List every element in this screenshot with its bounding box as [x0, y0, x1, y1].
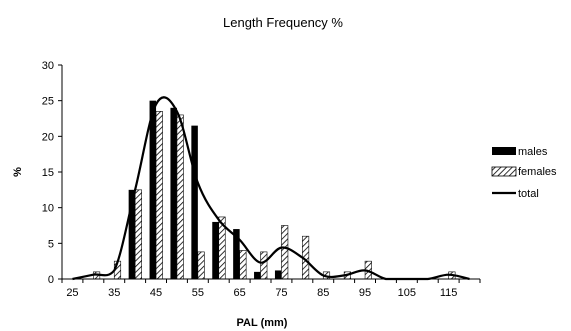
bar-females	[197, 251, 205, 280]
bar-females	[260, 251, 268, 280]
bar-males	[170, 107, 177, 279]
bar-males	[233, 229, 240, 279]
bar-females	[176, 114, 184, 280]
x-tick-label: 95	[359, 287, 371, 299]
legend-item-males: males	[492, 146, 548, 158]
chart-title: Length Frequency %	[223, 15, 343, 30]
legend-label-total: total	[518, 188, 539, 200]
y-ticks: 0 5 10 15 20 25 30	[42, 60, 62, 286]
x-ticks: 25 35 45 55 65 75 85 95 105 115	[61, 279, 481, 299]
x-tick-label: 25	[66, 287, 78, 299]
males-bars	[128, 100, 282, 280]
legend: males females total	[491, 146, 557, 200]
y-tick-label: 25	[42, 96, 54, 108]
bar-males	[149, 100, 157, 280]
x-tick-label: 65	[234, 287, 246, 299]
bar-males	[128, 189, 136, 279]
bar-males	[254, 271, 261, 279]
y-tick-label: 10	[42, 203, 54, 215]
legend-label-males: males	[518, 146, 548, 158]
bar-females	[239, 250, 247, 280]
bar-females	[134, 189, 142, 280]
plot-area: 0 5 10 15 20 25 30 25 35 45 55 65 75 85 95 105 115	[42, 60, 481, 299]
bar-males	[274, 270, 282, 279]
x-tick-label: 35	[108, 287, 120, 299]
x-tick-label: 85	[317, 287, 329, 299]
y-tick-label: 30	[42, 60, 54, 72]
legend-item-females: females	[491, 166, 557, 178]
legend-label-females: females	[518, 166, 557, 178]
x-axis-label: PAL (mm)	[237, 317, 288, 329]
y-tick-label: 5	[48, 238, 54, 250]
bar-males	[212, 221, 219, 279]
legend-item-total: total	[492, 188, 539, 200]
bar-males	[191, 125, 198, 279]
legend-swatch-females	[491, 166, 517, 177]
x-tick-label: 115	[440, 287, 458, 299]
x-tick-label: 45	[150, 287, 162, 299]
y-tick-label: 0	[48, 274, 54, 286]
bar-females	[281, 225, 289, 280]
x-tick-label: 55	[192, 287, 204, 299]
y-tick-label: 20	[42, 131, 54, 143]
y-tick-label: 15	[42, 167, 54, 179]
x-tick-label: 105	[398, 287, 416, 299]
y-axis-label: %	[12, 167, 24, 177]
legend-swatch-males	[492, 147, 516, 155]
bar-females	[155, 111, 163, 280]
x-tick-label: 75	[275, 287, 287, 299]
